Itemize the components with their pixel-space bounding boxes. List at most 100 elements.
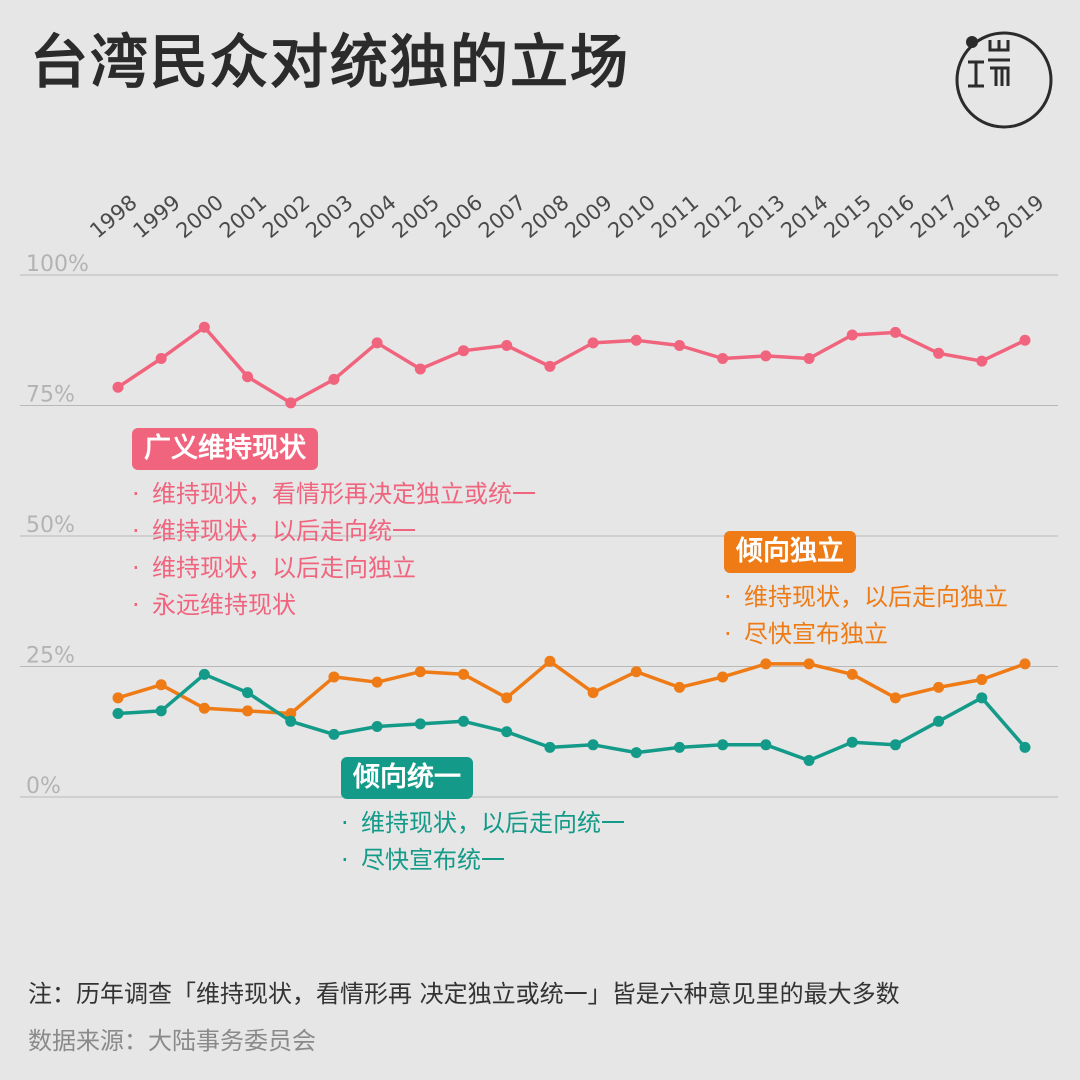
legend-item: · 维持现状，以后走向独立 [132, 553, 416, 582]
x-tick-label: 2016 [863, 190, 919, 243]
data-point [242, 705, 254, 717]
x-tick-label: 1999 [129, 190, 185, 243]
x-tick-label: 2015 [820, 190, 876, 243]
x-tick-label: 2001 [215, 190, 271, 243]
data-point [587, 687, 599, 699]
data-point [630, 334, 642, 346]
x-tick-label: 2010 [604, 190, 660, 243]
series-line-1 [116, 659, 1027, 716]
series-line-0 [116, 325, 1027, 405]
data-point [112, 707, 124, 719]
x-tick-label: 1998 [85, 190, 141, 243]
x-tick-label: 2006 [431, 190, 487, 243]
data-point [846, 736, 858, 748]
data-point [1019, 658, 1031, 670]
legend-badge-independence: 倾向独立 [724, 531, 856, 573]
x-tick-label: 2011 [647, 190, 703, 243]
data-point [976, 674, 988, 686]
data-point [198, 668, 210, 680]
data-point [155, 679, 167, 691]
data-source: 数据来源：大陆事务委员会 [28, 1027, 316, 1055]
data-point [673, 741, 685, 753]
data-point [501, 339, 513, 351]
y-tick-label: 50% [26, 513, 75, 538]
data-point [846, 668, 858, 680]
data-point [717, 739, 729, 751]
chart-title: 台湾民众对统独的立场 [30, 28, 631, 96]
legend-item: · 尽快宣布独立 [724, 619, 888, 648]
x-tick-label: 2000 [172, 190, 228, 243]
data-point [112, 692, 124, 704]
data-point [371, 721, 383, 733]
publisher-logo [954, 30, 1054, 130]
legend-group-independence: 倾向独立 · 维持现状，以后走向独立 · 尽快宣布独立 [724, 531, 1008, 653]
data-point [328, 671, 340, 683]
data-point [933, 347, 945, 359]
data-point [889, 326, 901, 338]
data-point [544, 741, 556, 753]
x-tick-label: 2005 [388, 190, 444, 243]
legend-badge-unification: 倾向统一 [341, 757, 473, 799]
data-point [414, 363, 426, 375]
data-point [587, 739, 599, 751]
legend-item: · 维持现状，以后走向统一 [341, 808, 625, 837]
footnote: 注：历年调查「维持现状，看情形再 决定独立或统一」皆是六种意见里的最大多数 [28, 980, 900, 1008]
x-tick-label: 2019 [992, 190, 1048, 243]
data-point [933, 715, 945, 727]
data-point [328, 373, 340, 385]
data-point [285, 715, 297, 727]
x-tick-label: 2002 [258, 190, 314, 243]
x-tick-label: 2018 [949, 190, 1005, 243]
data-point [630, 666, 642, 678]
data-point [285, 707, 297, 719]
data-point [846, 329, 858, 341]
data-point [976, 355, 988, 367]
x-tick-label: 2012 [690, 190, 746, 243]
data-point [458, 668, 470, 680]
data-point [155, 705, 167, 717]
data-point [1019, 741, 1031, 753]
x-tick-label: 2008 [517, 190, 573, 243]
data-point [803, 754, 815, 766]
y-tick-label: 25% [26, 644, 75, 669]
legend-item: · 永远维持现状 [132, 590, 296, 619]
data-point [803, 353, 815, 365]
data-point [760, 350, 772, 362]
data-point [717, 353, 729, 365]
data-point [976, 692, 988, 704]
x-tick-label: 2003 [301, 190, 357, 243]
data-point [371, 676, 383, 688]
x-tick-label: 2007 [474, 190, 530, 243]
x-tick-label: 2017 [906, 190, 962, 243]
legend-item: · 维持现状，以后走向独立 [724, 582, 1008, 611]
y-tick-label: 100% [26, 252, 89, 277]
data-point [414, 666, 426, 678]
data-point [155, 353, 167, 365]
data-point [328, 728, 340, 740]
data-point [587, 337, 599, 349]
series-line-2 [116, 672, 1027, 763]
data-point [673, 681, 685, 693]
x-tick-label: 2014 [776, 190, 832, 243]
x-tick-label: 2009 [560, 190, 616, 243]
data-point [501, 726, 513, 738]
data-point [1019, 334, 1031, 346]
data-point [285, 397, 297, 409]
data-point [198, 702, 210, 714]
data-point [198, 321, 210, 333]
data-point [242, 687, 254, 699]
data-point [371, 337, 383, 349]
x-tick-label: 2013 [733, 190, 789, 243]
data-point [717, 671, 729, 683]
data-point [544, 360, 556, 372]
data-point [933, 681, 945, 693]
data-point [673, 339, 685, 351]
data-point [630, 747, 642, 759]
legend-group-unification: 倾向统一 · 维持现状，以后走向统一 · 尽快宣布统一 [341, 757, 625, 879]
data-point [458, 345, 470, 357]
data-point [803, 658, 815, 670]
legend-item: · 尽快宣布统一 [341, 845, 505, 874]
legend-badge-status-quo: 广义维持现状 [132, 428, 318, 470]
x-tick-label: 2004 [344, 190, 400, 243]
